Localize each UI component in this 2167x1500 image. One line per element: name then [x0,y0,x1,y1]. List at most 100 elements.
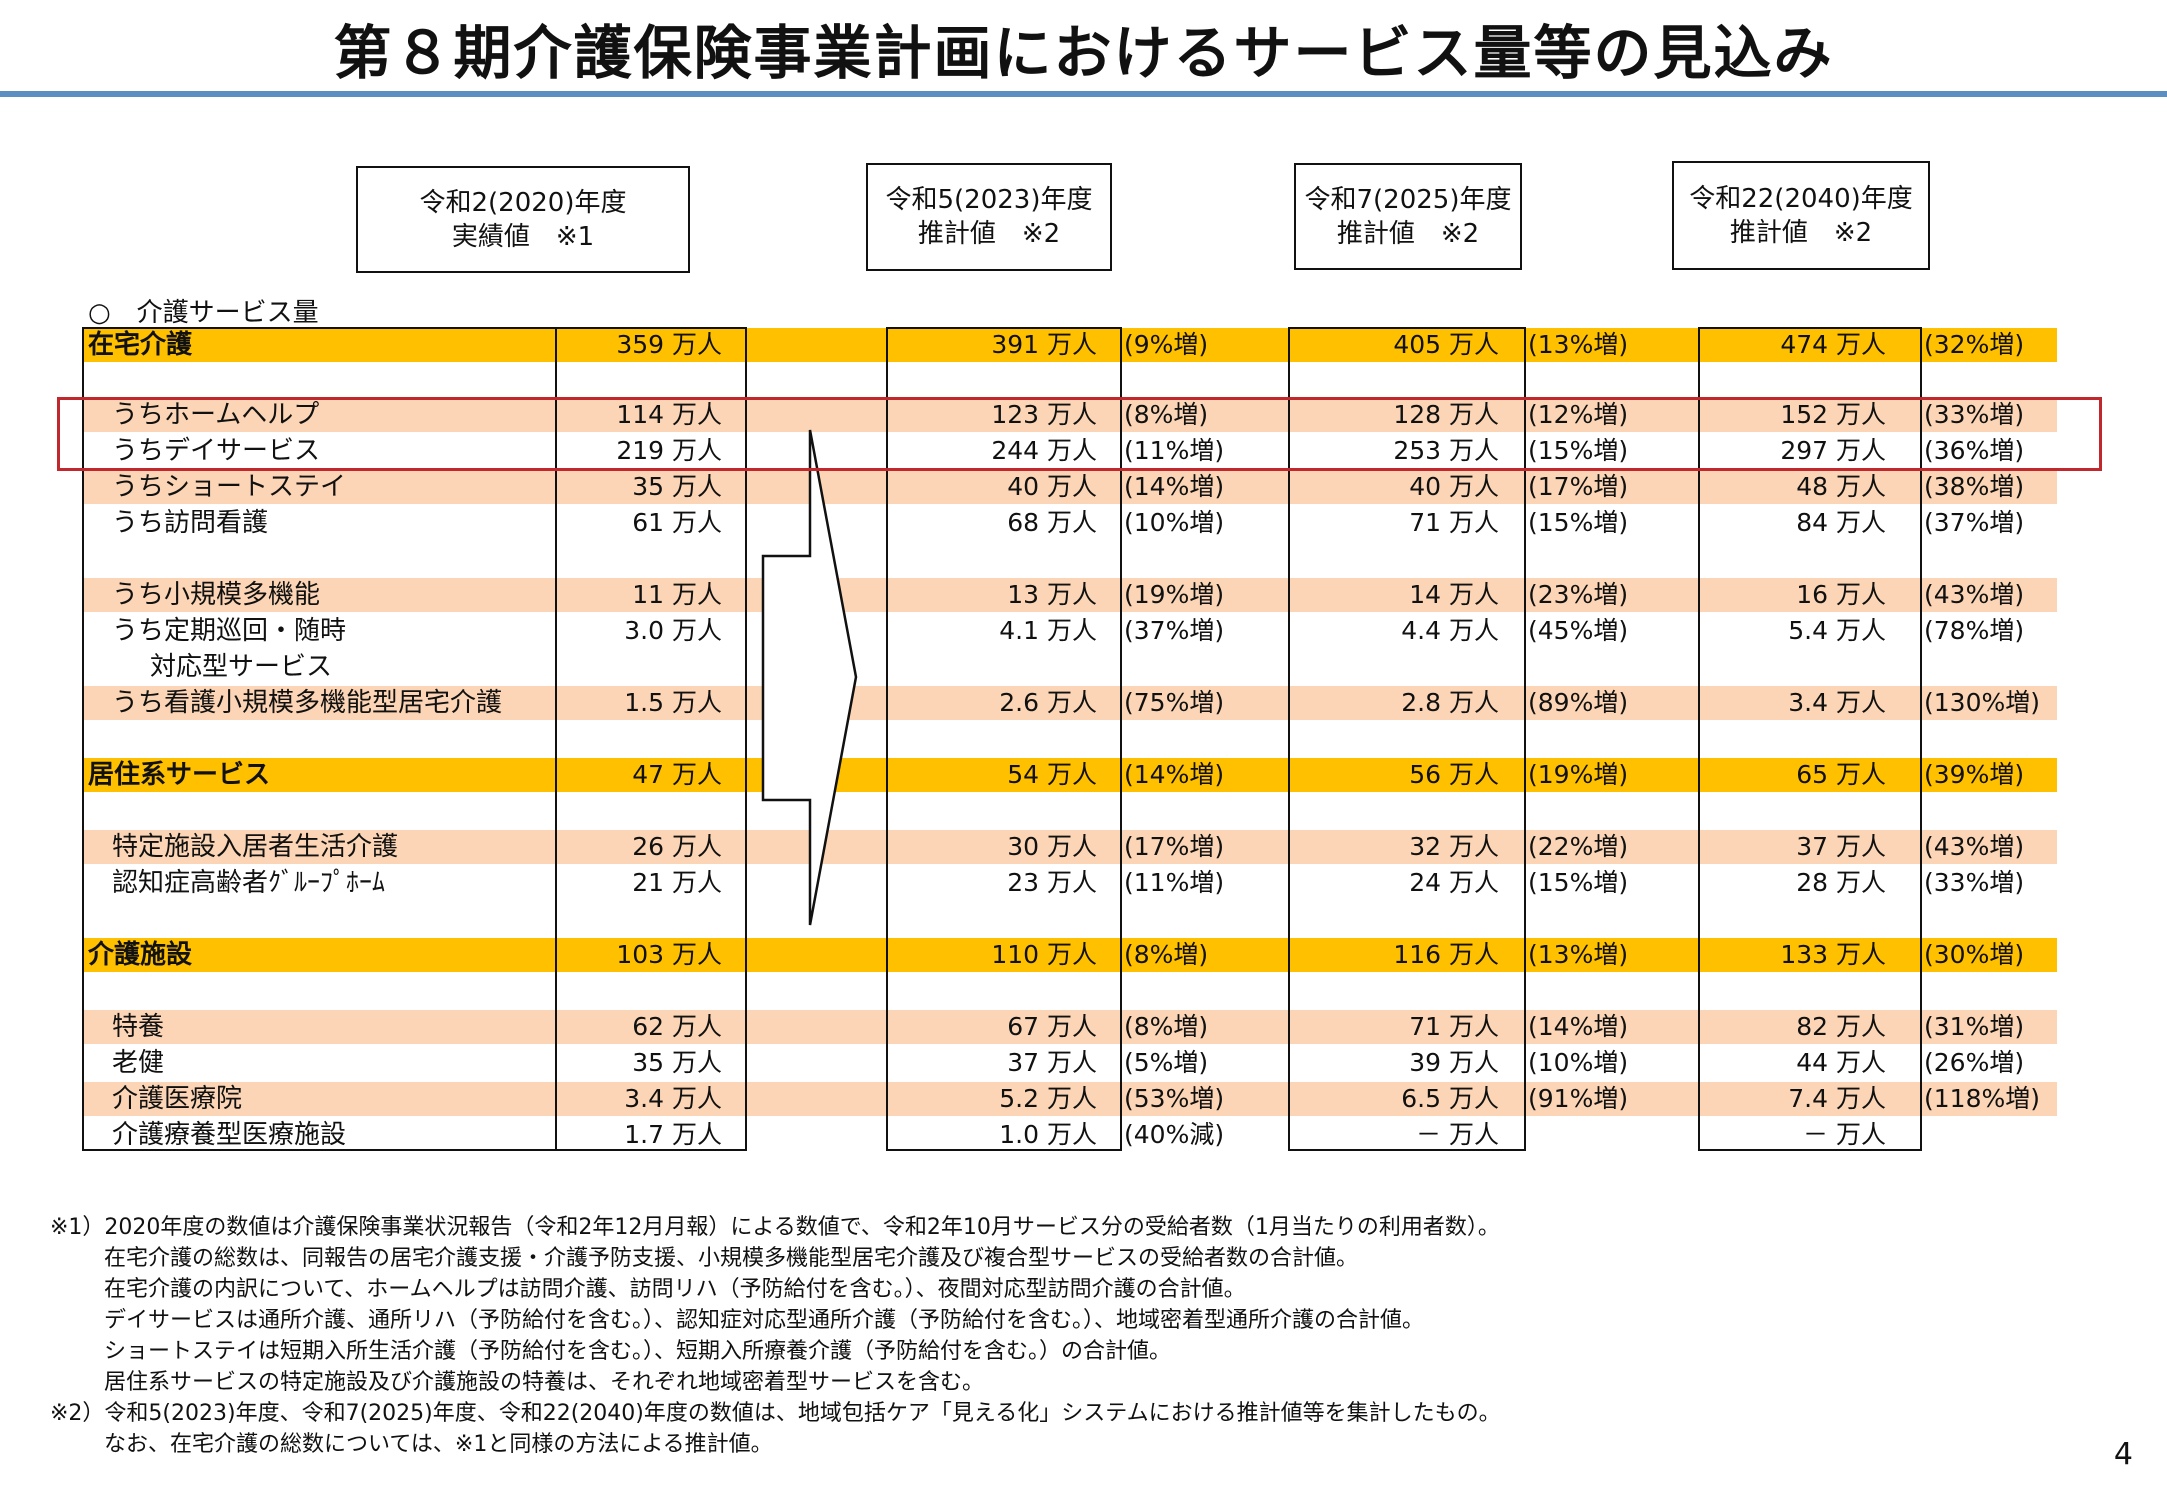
change-2023: (8%増) [1124,1012,1209,1041]
change-2040: (39%増) [1924,760,2025,789]
value-2023: 13 万人 [1007,580,1097,609]
footnote-1-line2: 在宅介護の総数は、同報告の居宅介護支援・介護予防支援、小規模多機能型居宅介護及び… [104,1246,1359,1271]
change-2025: (14%増) [1528,1012,1629,1041]
row-label: 居住系サービス [88,760,271,790]
value-2040: 133 万人 [1780,940,1886,969]
change-2023: (8%増) [1124,400,1209,429]
value-2025: 405 万人 [1393,330,1499,359]
row-label-continued: 対応型サービス [150,652,333,682]
change-2023: (11%増) [1124,868,1225,897]
column-header-2040-line1: 令和22(2040)年度 [1689,183,1913,214]
change-2025: (15%増) [1528,868,1629,897]
change-2025: (19%増) [1528,760,1629,789]
value-2023: 1.0 万人 [999,1120,1097,1149]
value-2020: 35 万人 [632,472,722,501]
footnote-2-line2: なお、在宅介護の総数については、※1と同様の方法による推計値。 [104,1432,773,1457]
value-2023: 40 万人 [1007,472,1097,501]
row-band [82,1082,2057,1116]
column-header-2023-line1: 令和5(2023)年度 [885,185,1093,215]
value-2020: 21 万人 [632,868,722,897]
change-2023: (75%増) [1124,688,1225,717]
column-header-2023: 令和5(2023)年度 推計値 ※2 [866,163,1112,271]
row-label: うち定期巡回・随時 [112,616,347,646]
footnote-1-line5: ショートステイは短期入所生活介護（予防給付を含む。）、短期入所療養介護（予防給付… [104,1339,1172,1364]
change-2023: (10%増) [1124,508,1225,537]
value-2040: 28 万人 [1796,868,1886,897]
row-band [82,1010,2057,1044]
value-2023: 68 万人 [1007,508,1097,537]
change-2040: (38%増) [1924,472,2025,501]
change-2040: (30%増) [1924,940,2025,969]
value-2040: 37 万人 [1796,832,1886,861]
row-label: うちホームヘルプ [112,400,320,430]
value-2023: 244 万人 [991,436,1097,465]
row-label: うち訪問看護 [112,508,269,538]
value-2023: 54 万人 [1007,760,1097,789]
change-2023: (14%増) [1124,472,1225,501]
column-frame-2025 [1288,327,1526,1151]
value-2025: 32 万人 [1409,832,1499,861]
value-2020: 114 万人 [616,400,722,429]
value-2023: 391 万人 [991,330,1097,359]
change-2023: (40%減) [1124,1120,1225,1149]
column-header-2040-line2: 推計値 ※2 [1729,217,1873,248]
value-2025: 24 万人 [1409,868,1499,897]
page-title: 第８期介護保険事業計画におけるサービス量等の見込み [333,19,1834,87]
row-label: 認知症高齢者ｸﾞﾙｰﾌﾟﾎｰﾑ [112,868,386,898]
row-label: うちショートステイ [112,472,347,502]
value-2040: － 万人 [1803,1120,1886,1149]
value-2023: 110 万人 [991,940,1097,969]
column-frame-2020 [555,327,747,1151]
value-2020: 219 万人 [616,436,722,465]
row-band [82,830,2057,864]
page-number: 4 [2113,1437,2133,1472]
row-band [82,470,2057,504]
row-label: 特養 [112,1012,165,1042]
change-2040: (43%増) [1924,832,2025,861]
value-2025: 71 万人 [1409,508,1499,537]
row-label: 介護療養型医療施設 [112,1120,347,1150]
value-2020: 61 万人 [632,508,722,537]
change-2040: (43%増) [1924,580,2025,609]
column-frame-2040 [1698,327,1922,1151]
column-header-2025: 令和7(2025)年度 推計値 ※2 [1294,163,1522,270]
value-2040: 84 万人 [1796,508,1886,537]
value-2020: 26 万人 [632,832,722,861]
change-2040: (31%増) [1924,1012,2025,1041]
column-header-2025-line1: 令和7(2025)年度 [1304,184,1512,215]
change-2040: (118%増) [1924,1084,2040,1113]
value-2023: 30 万人 [1007,832,1097,861]
row-label: うちデイサービス [112,436,321,466]
value-2023: 2.6 万人 [999,688,1097,717]
change-2040: (33%増) [1924,400,2025,429]
change-2023: (11%増) [1124,436,1225,465]
footnotes: ※1）2020年度の数値は介護保険事業状況報告（令和2年12月月報）による数値で… [50,1212,1501,1460]
column-header-2020-line2: 実績値 ※1 [451,221,595,252]
change-2040: (33%増) [1924,868,2025,897]
value-2023: 5.2 万人 [999,1084,1097,1113]
row-label: うち小規模多機能 [112,580,321,610]
row-band [82,686,2057,720]
row-band [82,578,2057,612]
value-2025: 14 万人 [1409,580,1499,609]
section-label: ○ 介護サービス量 [88,298,319,328]
value-2040: 16 万人 [1796,580,1886,609]
row-label: 在宅介護 [88,330,193,360]
change-2023: (14%増) [1124,760,1225,789]
value-2023: 37 万人 [1007,1048,1097,1077]
value-2020: 359 万人 [616,330,722,359]
value-2025: 253 万人 [1393,436,1499,465]
value-2040: 65 万人 [1796,760,1886,789]
value-2020: 3.4 万人 [624,1084,722,1113]
footnote-1-line4: デイサービスは通所介護、通所リハ（予防給付を含む。）、認知症対応型通所介護（予防… [104,1308,1425,1333]
change-2025: (15%増) [1528,508,1629,537]
value-2025: 40 万人 [1409,472,1499,501]
change-2023: (19%増) [1124,580,1225,609]
change-2025: (12%増) [1528,400,1629,429]
value-2040: 3.4 万人 [1788,688,1886,717]
row-label: 特定施設入居者生活介護 [112,832,399,862]
change-2023: (37%増) [1124,616,1225,645]
column-header-2040: 令和22(2040)年度 推計値 ※2 [1672,161,1930,270]
change-2040: (32%増) [1924,330,2025,359]
column-header-2020: 令和2(2020)年度 実績値 ※1 [356,166,690,273]
